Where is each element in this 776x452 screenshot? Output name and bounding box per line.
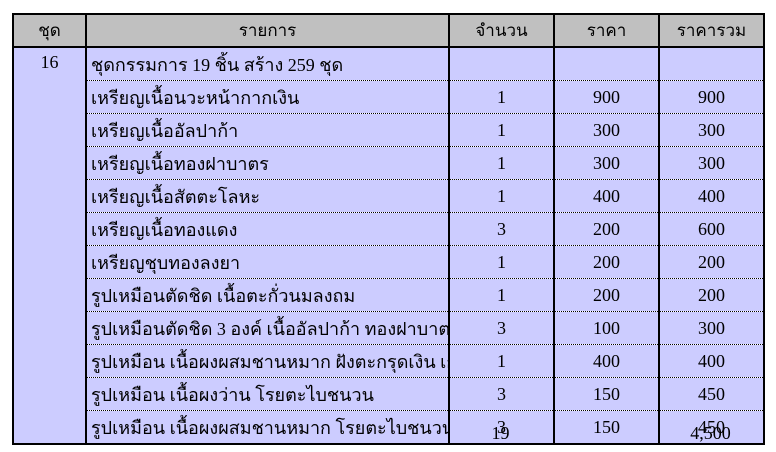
amulet-price-table: ชุด รายการ จำนวน ราคา ราคารวม 16 ชุดกรรม… <box>12 13 765 445</box>
item-cell: รูปเหมือน เนื้อผงผสมชานหมาก ฝังตะกรุดเงิ… <box>85 344 450 378</box>
item-cell: เหรียญเนื้อทองฝาบาตร <box>85 146 450 180</box>
quantity-cell: 3 <box>448 410 555 445</box>
price-cell: 900 <box>553 80 660 114</box>
table-header: ชุด รายการ จำนวน ราคา ราคารวม <box>12 13 765 48</box>
table-row: รูปเหมือน เนื้อผงผสมชานหมาก โรยตะไบชนวน … <box>13 410 765 445</box>
price-cell <box>553 47 660 81</box>
header-item: รายการ <box>85 13 450 48</box>
header-row: ชุด รายการ จำนวน ราคา ราคารวม <box>12 13 765 48</box>
totals-row: 19 4,500 <box>0 423 776 449</box>
total-cell: 900 <box>658 80 765 114</box>
header-price: ราคา <box>553 13 660 48</box>
table-row: เหรียญชุบทองลงยา 1 200 200 <box>13 245 765 279</box>
price-cell: 200 <box>553 245 660 279</box>
total-cell <box>658 47 765 81</box>
quantity-cell: 1 <box>448 113 555 147</box>
item-cell: รูปเหมือน เนื้อผงผสมชานหมาก โรยตะไบชนวน <box>85 410 450 445</box>
item-cell: เหรียญเนื้อสัตตะโลหะ <box>85 179 450 213</box>
price-cell: 400 <box>553 179 660 213</box>
quantity-cell: 1 <box>448 278 555 312</box>
item-cell: เหรียญเนื้อนวะหน้ากากเงิน <box>85 80 450 114</box>
total-cell: 300 <box>658 311 765 345</box>
total-cell: 600 <box>658 212 765 246</box>
quantity-cell <box>448 47 555 81</box>
quantity-cell: 1 <box>448 344 555 378</box>
price-cell: 200 <box>553 212 660 246</box>
item-cell: เหรียญเนื้อทองแดง <box>85 212 450 246</box>
table-row: เหรียญเนื้อสัตตะโลหะ 1 400 400 <box>13 179 765 213</box>
quantity-grand-total: 19 <box>491 423 510 443</box>
total-cell: 300 <box>658 146 765 180</box>
item-cell: เหรียญชุบทองลงยา <box>85 245 450 279</box>
price-cell: 150 <box>553 410 660 445</box>
item-cell: รูปเหมือนตัดชิด เนื้อตะกั่วนมลงถม <box>85 278 450 312</box>
table-row: 16 ชุดกรรมการ 19 ชิ้น สร้าง 259 ชุด <box>12 47 765 445</box>
item-cell: เหรียญเนื้ออัลปาก้า <box>85 113 450 147</box>
table-row: เหรียญเนื้อนวะหน้ากากเงิน 1 900 900 <box>13 80 765 114</box>
item-cell: รูปเหมือนตัดชิด 3 องค์ เนื้ออัลปาก้า ทอง… <box>85 311 450 345</box>
total-cell: 400 <box>658 179 765 213</box>
total-cell: 200 <box>658 278 765 312</box>
item-cell: รูปเหมือน เนื้อผงว่าน โรยตะไบชนวน <box>85 377 450 411</box>
header-set: ชุด <box>12 13 87 48</box>
price-cell: 300 <box>553 113 660 147</box>
price-grand-total: 4,500 <box>690 423 731 443</box>
price-cell: 300 <box>553 146 660 180</box>
total-cell: 300 <box>658 113 765 147</box>
table-row: รูปเหมือนตัดชิด 3 องค์ เนื้ออัลปาก้า ทอง… <box>13 311 765 345</box>
price-cell: 150 <box>553 377 660 411</box>
quantity-cell: 1 <box>448 80 555 114</box>
total-cell: 450 <box>658 410 765 445</box>
quantity-cell: 3 <box>448 212 555 246</box>
table-body: 16 ชุดกรรมการ 19 ชิ้น สร้าง 259 ชุด เหรี… <box>12 47 765 445</box>
table-row: รูปเหมือน เนื้อผงว่าน โรยตะไบชนวน 3 150 … <box>13 377 765 411</box>
quantity-cell: 1 <box>448 245 555 279</box>
table-row: เหรียญเนื้ออัลปาก้า 1 300 300 <box>13 113 765 147</box>
quantity-cell: 1 <box>448 179 555 213</box>
total-cell: 400 <box>658 344 765 378</box>
table-row: เหรียญเนื้อทองฝาบาตร 1 300 300 <box>13 146 765 180</box>
quantity-cell: 3 <box>448 377 555 411</box>
item-cell: ชุดกรรมการ 19 ชิ้น สร้าง 259 ชุด <box>85 47 450 81</box>
total-cell: 200 <box>658 245 765 279</box>
quantity-cell: 3 <box>448 311 555 345</box>
table-row: รูปเหมือนตัดชิด เนื้อตะกั่วนมลงถม 1 200 … <box>13 278 765 312</box>
price-cell: 400 <box>553 344 660 378</box>
set-number-cell: 16 <box>12 47 87 445</box>
price-cell: 200 <box>553 278 660 312</box>
header-quantity: จำนวน <box>448 13 555 48</box>
header-total: ราคารวม <box>658 13 765 48</box>
total-cell: 450 <box>658 377 765 411</box>
quantity-cell: 1 <box>448 146 555 180</box>
table-row: เหรียญเนื้อทองแดง 3 200 600 <box>13 212 765 246</box>
table-row: รูปเหมือน เนื้อผงผสมชานหมาก ฝังตะกรุดเงิ… <box>13 344 765 378</box>
price-cell: 100 <box>553 311 660 345</box>
